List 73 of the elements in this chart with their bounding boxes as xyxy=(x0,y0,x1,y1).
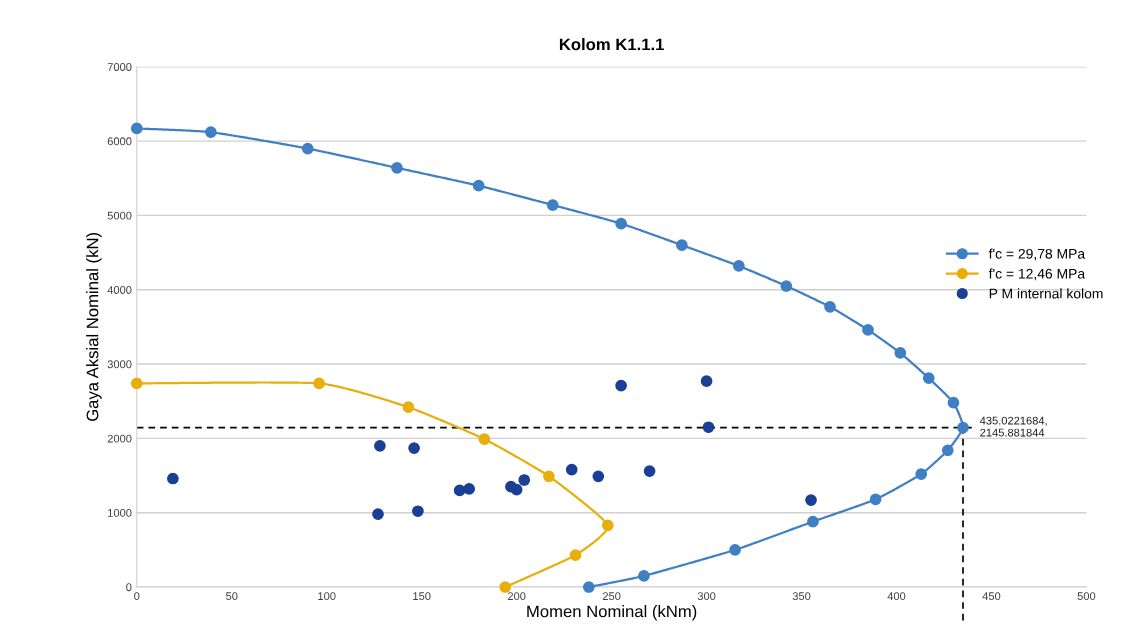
y-tick-label: 6000 xyxy=(107,137,132,146)
point xyxy=(478,433,491,445)
x-tick-label: 400 xyxy=(887,592,906,601)
y-tick-label: 3000 xyxy=(107,360,132,369)
point xyxy=(601,519,614,532)
point xyxy=(472,179,485,192)
annotation: 435.0221684, 2145.881844 xyxy=(979,416,1047,437)
point xyxy=(957,421,969,434)
point xyxy=(807,515,819,528)
point xyxy=(702,421,715,434)
x-tick-label: 0 xyxy=(134,592,140,601)
y-tick-label: 1000 xyxy=(108,508,132,517)
point xyxy=(205,126,217,139)
point xyxy=(733,260,745,272)
point xyxy=(615,217,627,230)
point xyxy=(374,439,386,452)
point xyxy=(130,122,143,135)
point xyxy=(301,142,314,155)
x-tick-label: 350 xyxy=(792,592,811,601)
point xyxy=(412,505,424,518)
point xyxy=(518,474,531,486)
x-axis-title: Momen Nominal (kNm) xyxy=(527,605,697,621)
y-tick-label: 4000 xyxy=(107,286,132,294)
point xyxy=(700,375,713,388)
point xyxy=(543,470,555,483)
y-tick-label: 0 xyxy=(126,583,132,592)
point xyxy=(947,396,960,409)
chart-title: Kolom K1.1.1 xyxy=(559,38,664,51)
point xyxy=(391,162,403,174)
point xyxy=(615,379,627,392)
point xyxy=(569,549,582,561)
x-tick-label: 150 xyxy=(413,592,431,601)
point xyxy=(780,280,793,292)
point xyxy=(869,493,882,506)
point xyxy=(408,442,420,454)
y-tick-label: 2000 xyxy=(107,434,132,443)
x-tick-label: 300 xyxy=(697,592,716,601)
point xyxy=(167,472,179,485)
point xyxy=(402,401,415,414)
point xyxy=(915,468,928,480)
point xyxy=(463,483,476,495)
point xyxy=(729,544,741,556)
point xyxy=(805,494,817,506)
point xyxy=(453,484,466,497)
point xyxy=(372,508,384,521)
point xyxy=(499,581,512,593)
x-tick-label: 450 xyxy=(982,592,1001,601)
point xyxy=(130,377,143,390)
point xyxy=(643,465,656,477)
y-tick-label: 7000 xyxy=(107,63,132,71)
point xyxy=(582,581,595,593)
point xyxy=(546,199,559,211)
point xyxy=(313,377,325,390)
legend-label: f'c = 12,46 MPa xyxy=(988,268,1086,281)
x-tick-label: 500 xyxy=(1077,592,1096,601)
point xyxy=(941,444,954,457)
point xyxy=(592,470,605,483)
x-tick-label: 200 xyxy=(507,592,526,601)
legend-label: P M internal kolom xyxy=(989,288,1103,299)
x-tick-label: 100 xyxy=(318,592,336,601)
point xyxy=(510,483,523,496)
x-tick-label: 50 xyxy=(226,592,238,601)
point xyxy=(824,300,836,313)
x-tick-label: 250 xyxy=(602,592,621,601)
point xyxy=(638,570,650,582)
point xyxy=(862,324,874,336)
y-tick-label: 5000 xyxy=(107,211,132,220)
point xyxy=(894,347,907,359)
point xyxy=(565,463,578,476)
point xyxy=(922,372,935,385)
legend-label: f'c = 29,78 MPa xyxy=(988,248,1086,261)
point xyxy=(676,239,688,251)
y-axis-title: Gaya Aksial Nominal (kN) xyxy=(86,233,102,421)
